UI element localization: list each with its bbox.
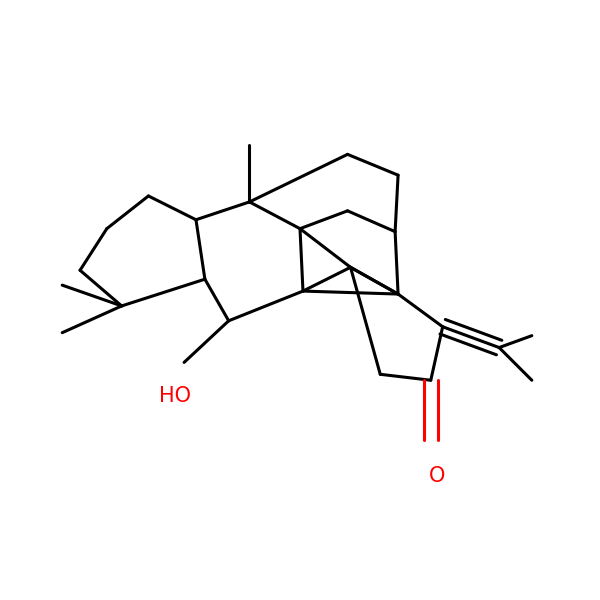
Text: O: O: [428, 466, 445, 487]
Text: HO: HO: [159, 386, 191, 406]
